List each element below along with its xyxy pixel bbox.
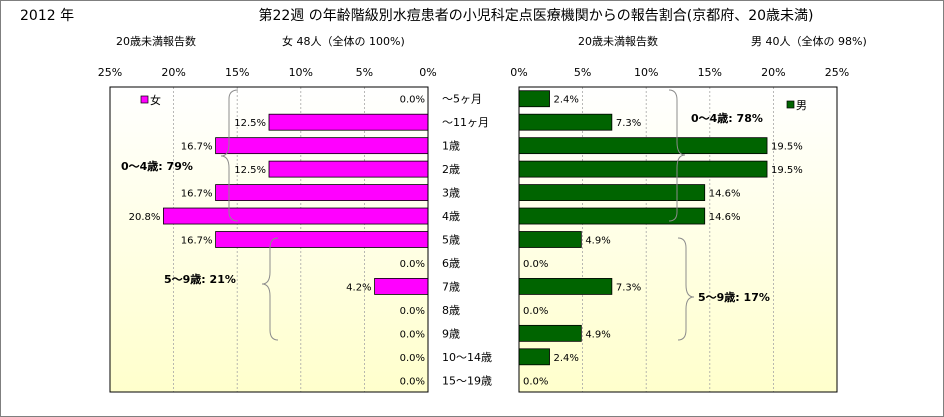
bar (518, 348, 550, 366)
data-label: 0.0% (523, 376, 548, 387)
bar (163, 207, 429, 225)
age-group-label: 3歳 (442, 187, 460, 200)
data-label: 7.3% (616, 282, 641, 293)
age-group-label: 15～19歳 (442, 374, 492, 387)
age-group-label: ～11ヶ月 (442, 116, 489, 129)
year-label: 2012 年 (20, 8, 74, 24)
tick-label: 25% (825, 66, 849, 79)
data-label: 2.4% (554, 353, 579, 364)
female-bars (163, 113, 429, 295)
male-annotation-0-4: 0～4歳: 78% (691, 111, 763, 125)
data-label: 14.6% (709, 189, 741, 200)
bar (518, 278, 613, 295)
data-label: 2.4% (554, 95, 579, 106)
age-group-label: 8歳 (442, 304, 460, 317)
bar (374, 278, 429, 295)
age-group-label: 4歳 (442, 210, 460, 223)
female-annotation-5-9: 5～9歳: 21% (164, 272, 236, 286)
bar (268, 113, 429, 131)
tick-label: 20% (161, 66, 185, 79)
data-label: 12.5% (234, 118, 266, 129)
tick-label: 0% (419, 66, 436, 79)
data-label: 0.0% (400, 259, 425, 270)
data-label: 4.9% (585, 329, 610, 340)
male-axis-ticks: 0% 5% 10% 15% 20% 25% (510, 66, 849, 79)
data-label: 0.0% (523, 259, 548, 270)
bar (215, 184, 429, 201)
data-label: 0.0% (400, 306, 425, 317)
data-label: 7.3% (616, 118, 641, 129)
data-label: 4.9% (585, 236, 610, 247)
female-plot-border (109, 86, 429, 393)
bar (215, 231, 429, 248)
age-group-label: 7歳 (442, 280, 460, 293)
bar (518, 137, 768, 155)
female-legend: 女 (140, 93, 161, 107)
data-label: 0.0% (400, 376, 425, 387)
male-legend-label: 男 (796, 99, 807, 112)
age-group-label: 2歳 (442, 163, 460, 176)
female-subtitle-left: 20歳未満報告数 (116, 35, 196, 48)
bar (518, 231, 582, 248)
bar (518, 160, 768, 178)
male-brace-0-4 (668, 89, 686, 222)
data-label: 0.0% (400, 329, 425, 340)
tick-label: 10% (634, 66, 658, 79)
tick-label: 0% (510, 66, 527, 79)
tick-label: 20% (761, 66, 785, 79)
data-label: 16.7% (181, 142, 213, 153)
data-label: 0.0% (400, 95, 425, 106)
tick-label: 15% (698, 66, 722, 79)
age-group-label: 1歳 (442, 140, 460, 153)
tick-label: 5% (574, 66, 591, 79)
female-axis-ticks: 25% 20% 15% 10% 5% 0% (98, 66, 437, 79)
male-subtitle-left: 20歳未満報告数 (578, 35, 658, 48)
male-brace-5-9 (677, 237, 695, 341)
age-group-label: 6歳 (442, 257, 460, 270)
bar (518, 90, 550, 108)
female-annotation-0-4: 0～4歳: 79% (121, 159, 193, 173)
female-brace-0-4 (220, 89, 239, 222)
age-group-label: 9歳 (442, 327, 460, 340)
data-label: 16.7% (181, 236, 213, 247)
female-brace-5-9 (261, 237, 279, 341)
male-subtitle-right: 男 40人（全体の 98%) (751, 34, 867, 48)
age-group-label: ～5ヶ月 (442, 93, 482, 106)
tick-label: 5% (356, 66, 373, 79)
data-label: 20.8% (129, 212, 161, 223)
tick-label: 10% (289, 66, 313, 79)
female-legend-label: 女 (150, 93, 161, 107)
page-title: 第22週 の年齢階級別水痘患者の小児科定点医療機関からの報告割合(京都府、20歳… (258, 7, 813, 24)
female-subtitle-right: 女 48人（全体の 100%) (282, 34, 405, 48)
data-label: 12.5% (234, 165, 266, 176)
age-group-labels: ～5ヶ月 ～11ヶ月 1歳 2歳 3歳 4歳 5歳 6歳 7歳 8歳 9歳 10～14歳 15～19歳 (442, 93, 492, 388)
bar (518, 113, 613, 131)
age-group-label: 5歳 (442, 234, 460, 247)
data-label: 19.5% (771, 165, 803, 176)
data-label: 14.6% (709, 212, 741, 223)
data-label: 4.2% (346, 282, 371, 293)
data-label: 0.0% (400, 353, 425, 364)
male-plot-border (518, 86, 838, 393)
age-group-label: 10～14歳 (442, 351, 492, 364)
male-bars (518, 90, 768, 366)
male-annotation-5-9: 5～9歳: 17% (698, 290, 770, 304)
female-legend-swatch (140, 95, 149, 104)
data-label: 0.0% (523, 306, 548, 317)
male-data-labels: 2.4% 7.3% 19.5% 19.5% 14.6% 14.6% 4.9% 0.0% 7.3%… (523, 95, 803, 388)
tick-label: 25% (98, 66, 122, 79)
male-legend-swatch (786, 100, 795, 109)
bar (518, 324, 582, 342)
tick-label: 15% (225, 66, 249, 79)
female-data-labels: 0.0% 12.5% 16.7% 12.5% 16.7% 20.8% 16.7% 0.0% 4.… (129, 95, 425, 388)
bar (215, 137, 429, 155)
bar (268, 160, 429, 178)
data-label: 19.5% (771, 142, 803, 153)
male-legend: 男 (786, 99, 807, 112)
data-label: 16.7% (181, 189, 213, 200)
